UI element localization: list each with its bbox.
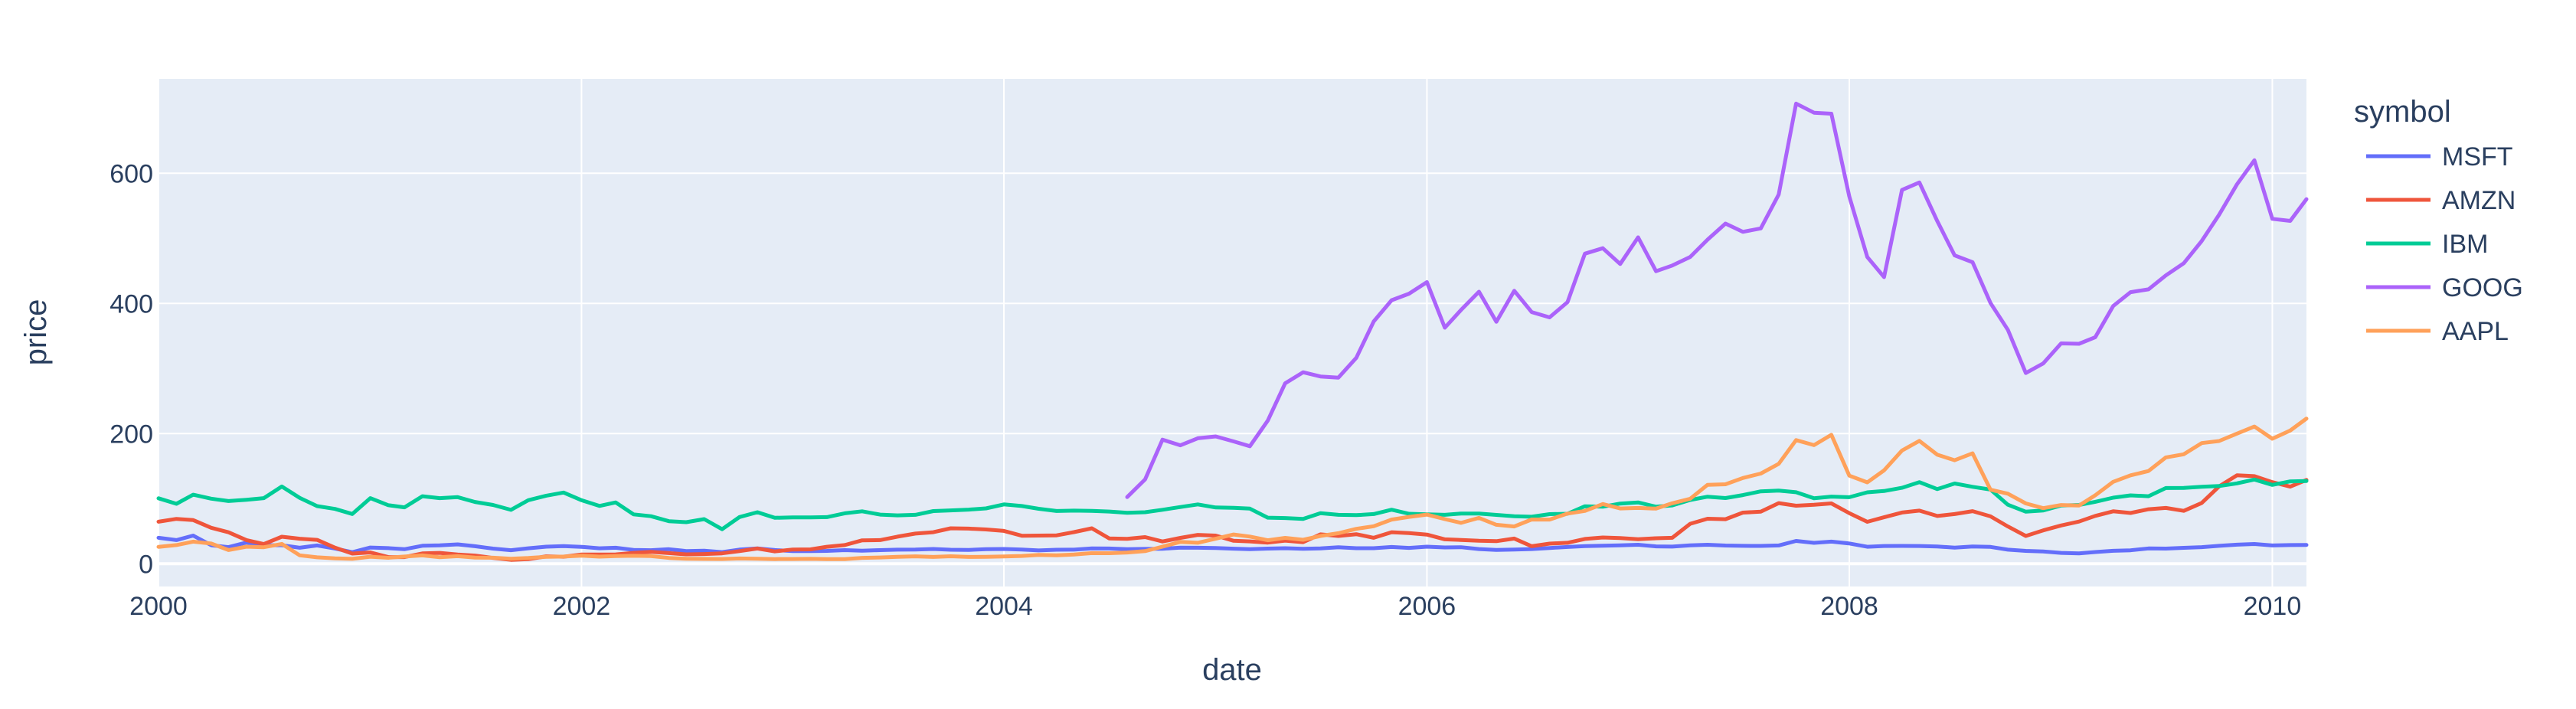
x-tick-label: 2006 <box>1398 592 1456 621</box>
series-lines <box>156 101 2309 562</box>
y-tick-label: 400 <box>110 289 153 319</box>
legend: symbol MSFT AMZN IBM GOOG AAPL <box>2354 95 2523 346</box>
y-tick-label: 600 <box>110 159 153 188</box>
x-tick-label: 2008 <box>1820 592 1878 621</box>
legend-label: AAPL <box>2442 317 2509 346</box>
y-tick-label: 200 <box>110 420 153 449</box>
y-axis-ticks: 0 200 400 600 <box>110 159 153 579</box>
x-tick-label: 2010 <box>2244 592 2302 621</box>
series-line-msft[interactable] <box>156 534 2309 556</box>
legend-item-aapl[interactable]: AAPL <box>2366 317 2509 346</box>
legend-item-msft[interactable]: MSFT <box>2366 142 2513 172</box>
legend-label: IBM <box>2442 230 2488 259</box>
grid-lines <box>158 79 2306 586</box>
x-axis-ticks: 2000 2002 2004 2006 2008 2010 <box>129 592 2301 621</box>
series-line-ibm[interactable] <box>156 477 2309 531</box>
legend-label: AMZN <box>2442 186 2516 215</box>
series-line-aapl[interactable] <box>156 417 2309 561</box>
y-tick-label: 0 <box>139 550 153 579</box>
legend-title: symbol <box>2354 95 2451 129</box>
legend-label: MSFT <box>2442 142 2513 172</box>
x-tick-label: 2004 <box>975 592 1033 621</box>
x-axis-title: date <box>1202 653 1262 687</box>
legend-label: GOOG <box>2442 273 2523 302</box>
plot-background <box>159 79 2306 586</box>
y-axis-title: price <box>19 299 53 366</box>
series-line-goog[interactable] <box>1125 101 2309 499</box>
legend-item-amzn[interactable]: AMZN <box>2366 186 2516 215</box>
x-tick-label: 2000 <box>129 592 188 621</box>
x-tick-label: 2002 <box>553 592 611 621</box>
legend-item-goog[interactable]: GOOG <box>2366 273 2523 302</box>
legend-item-ibm[interactable]: IBM <box>2366 230 2488 259</box>
